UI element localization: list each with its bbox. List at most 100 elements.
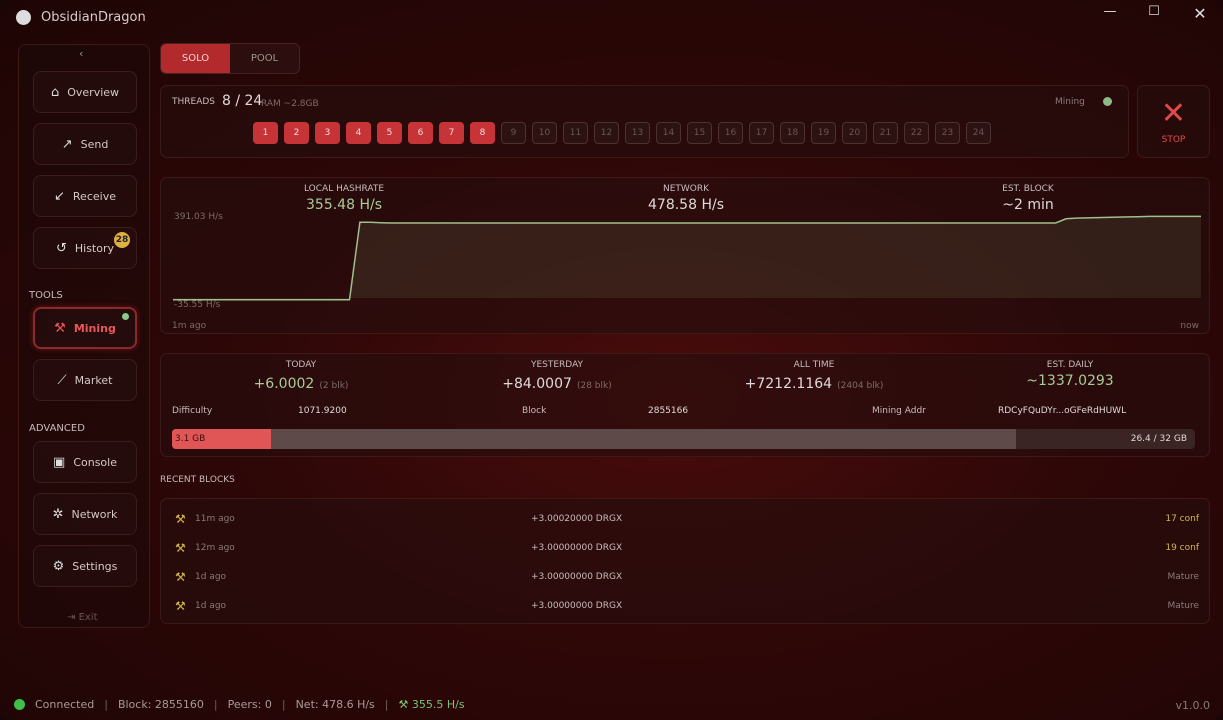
network-hashrate-label: NETWORK	[662, 184, 710, 194]
title-bar: ObsidianDragon	[16, 10, 146, 25]
sidebar-item-receive[interactable]: ↙ Receive	[33, 175, 137, 217]
block-time: 1d ago	[195, 571, 227, 582]
sidebar: ‹ ⌂ Overview ↗ Send ↙ Receive ↺ History 28 TO…	[18, 44, 150, 628]
status-net-hashrate: Net: 478.6 H/s	[295, 698, 375, 711]
est-block-value: ~2 min	[1002, 197, 1054, 213]
sidebar-item-market[interactable]: ⟋ Market	[33, 359, 137, 401]
stop-button[interactable]: ✕ STOP	[1137, 85, 1210, 158]
mining-addr-label: Mining Addr	[872, 406, 926, 416]
thread-toggle-3[interactable]: 3	[315, 122, 340, 144]
threads-label: THREADS	[172, 97, 216, 107]
thread-toggle-10[interactable]: 10	[532, 122, 557, 144]
yesterday-label: YESTERDAY	[530, 360, 584, 370]
thread-toggle-11[interactable]: 11	[563, 122, 588, 144]
minimize-button[interactable]: —	[1103, 4, 1117, 19]
mode-pool-button[interactable]: POOL	[250, 53, 279, 64]
thread-toggle-2[interactable]: 2	[284, 122, 309, 144]
block-confirmations: 17 conf	[1165, 513, 1199, 524]
ram-estimate: RAM ~2.8GB	[261, 99, 319, 109]
recent-block-row[interactable]: ⚒ 12m ago +3.00000000 DRGX 19 conf	[161, 533, 1209, 562]
sidebar-item-settings[interactable]: ⚙ Settings	[33, 545, 137, 587]
sidebar-item-overview[interactable]: ⌂ Overview	[33, 71, 137, 113]
history-icon: ↺	[55, 240, 67, 256]
app-version: v1.0.0	[1175, 699, 1211, 712]
app-logo-icon	[16, 10, 31, 25]
sidebar-item-network[interactable]: ✲ Network	[33, 493, 137, 535]
divider: |	[213, 698, 218, 711]
thread-toggle-16[interactable]: 16	[718, 122, 743, 144]
thread-toggle-9[interactable]: 9	[501, 122, 526, 144]
thread-toggle-22[interactable]: 22	[904, 122, 929, 144]
memory-bar: 3.1 GB 26.4 / 32 GB	[172, 429, 1195, 449]
tools-section-label: TOOLS	[29, 290, 63, 301]
hashrate-panel: LOCAL HASHRATE 355.48 H/s NETWORK 478.58…	[160, 177, 1210, 334]
thread-toggle-8[interactable]: 8	[470, 122, 495, 144]
earnings-panel: TODAY +6.0002 (2 blk) YESTERDAY +84.0007…	[160, 353, 1210, 457]
alltime-label: ALL TIME	[793, 360, 835, 370]
pickaxe-icon: ⚒	[398, 698, 412, 711]
yesterday-value: +84.0007	[502, 376, 572, 392]
thread-toggle-13[interactable]: 13	[625, 122, 650, 144]
today-blocks: (2 blk)	[319, 381, 349, 391]
thread-toggle-20[interactable]: 20	[842, 122, 867, 144]
divider: |	[281, 698, 286, 711]
sidebar-item-console[interactable]: ▣ Console	[33, 441, 137, 483]
thread-toggle-4[interactable]: 4	[346, 122, 371, 144]
maximize-button[interactable]: ☐	[1148, 4, 1160, 19]
block-confirmations: Mature	[1167, 571, 1199, 582]
difficulty-label: Difficulty	[172, 406, 213, 416]
arrow-down-left-icon: ↙	[54, 188, 65, 204]
difficulty-value: 1071.9200	[298, 406, 347, 416]
collapse-sidebar-button[interactable]: ‹	[79, 47, 84, 60]
sidebar-item-mining[interactable]: ⚒ Mining	[33, 307, 137, 349]
close-button[interactable]: ✕	[1193, 4, 1207, 23]
thread-toggle-19[interactable]: 19	[811, 122, 836, 144]
thread-toggle-7[interactable]: 7	[439, 122, 464, 144]
nav-label: Settings	[72, 559, 118, 573]
thread-toggle-5[interactable]: 5	[377, 122, 402, 144]
mode-solo-button[interactable]: SOLO	[161, 44, 230, 73]
mining-status-label: Mining	[1055, 97, 1085, 107]
recent-block-row[interactable]: ⚒ 1d ago +3.00000000 DRGX Mature	[161, 562, 1209, 591]
nav-label: Receive	[72, 189, 116, 203]
block-amount: +3.00000000 DRGX	[531, 571, 623, 582]
est-daily-label: EST. DAILY	[1046, 360, 1094, 370]
pickaxe-icon: ⚒	[175, 540, 186, 555]
mode-toggle: SOLO POOL	[160, 43, 300, 74]
today-value: +6.0002	[253, 376, 315, 392]
mining-addr-value[interactable]: RDCyFQuDYr...oGFeRdHUWL	[998, 406, 1127, 416]
yesterday-blocks: (28 blk)	[576, 381, 612, 391]
thread-toggle-18[interactable]: 18	[780, 122, 805, 144]
mining-status-dot	[1103, 97, 1112, 106]
est-block-label: EST. BLOCK	[1002, 184, 1054, 194]
x-end-label: now	[1180, 321, 1199, 331]
pickaxe-icon: ⚒	[175, 569, 186, 584]
thread-toggle-17[interactable]: 17	[749, 122, 774, 144]
chart-icon: ⟋	[57, 372, 67, 388]
thread-toggle-14[interactable]: 14	[656, 122, 681, 144]
today-label: TODAY	[285, 360, 317, 370]
thread-toggle-12[interactable]: 12	[594, 122, 619, 144]
local-hashrate-value: 355.48 H/s	[306, 197, 382, 213]
block-label: Block	[522, 406, 547, 416]
block-confirmations: 19 conf	[1165, 542, 1199, 553]
history-badge: 28	[114, 232, 130, 248]
thread-toggle-23[interactable]: 23	[935, 122, 960, 144]
block-amount: +3.00020000 DRGX	[531, 513, 623, 524]
block-amount: +3.00000000 DRGX	[531, 542, 623, 553]
network-hashrate-value: 478.58 H/s	[648, 197, 724, 213]
y-min-label: -35.55 H/s	[174, 300, 221, 310]
recent-block-row[interactable]: ⚒ 11m ago +3.00020000 DRGX 17 conf	[161, 504, 1209, 533]
sidebar-item-send[interactable]: ↗ Send	[33, 123, 137, 165]
thread-toggle-15[interactable]: 15	[687, 122, 712, 144]
advanced-section-label: ADVANCED	[29, 423, 85, 434]
stop-icon: ✕	[1160, 95, 1187, 131]
exit-button[interactable]: ⇥ Exit	[67, 612, 98, 623]
recent-block-row[interactable]: ⚒ 1d ago +3.00000000 DRGX Mature	[161, 591, 1209, 620]
sidebar-item-history[interactable]: ↺ History 28	[33, 227, 137, 269]
thread-toggle-24[interactable]: 24	[966, 122, 991, 144]
thread-toggle-1[interactable]: 1	[253, 122, 278, 144]
thread-toggle-21[interactable]: 21	[873, 122, 898, 144]
thread-toggle-6[interactable]: 6	[408, 122, 433, 144]
exit-label: Exit	[78, 612, 98, 623]
